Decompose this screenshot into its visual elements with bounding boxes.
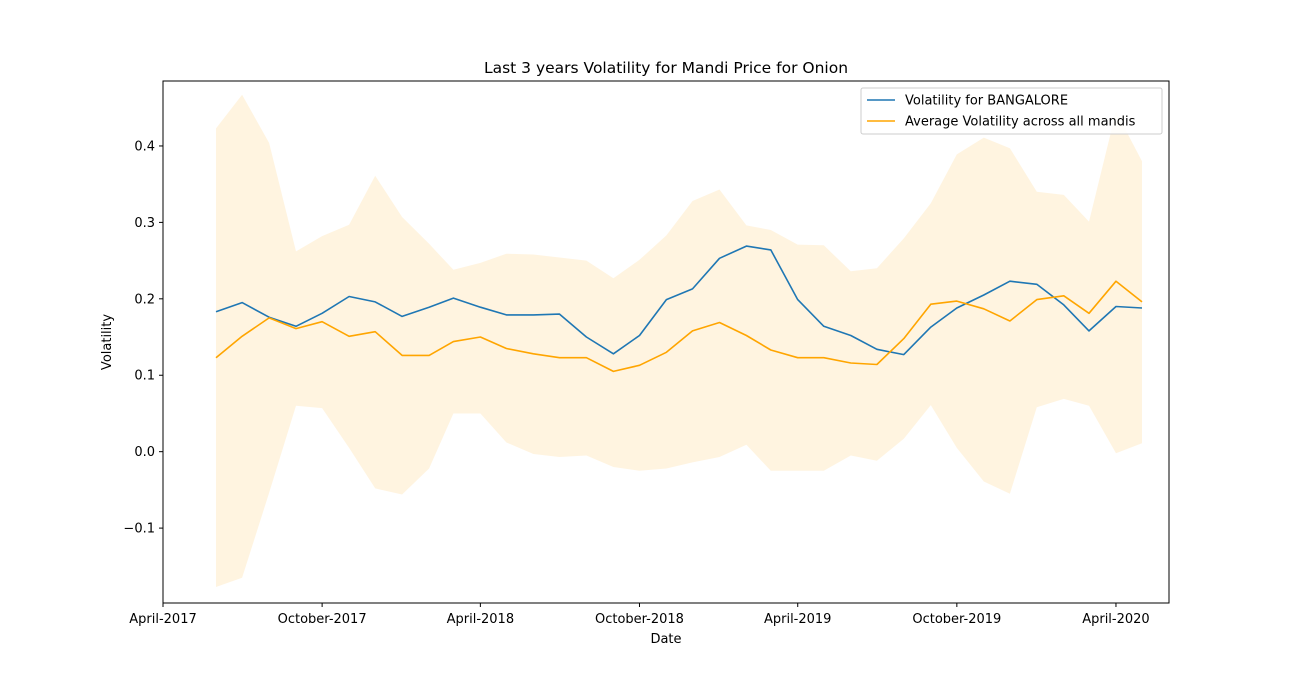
legend-box — [860, 87, 1163, 135]
plot-frame — [162, 80, 1170, 604]
x-tick-label-0: April-2017 — [129, 612, 197, 627]
y-tick-label-1: 0.0 — [134, 445, 155, 460]
x-tick-label-1: October-2017 — [278, 612, 367, 627]
y-tick-label-4: 0.3 — [134, 216, 155, 231]
x-axis-title: Date — [650, 632, 681, 647]
series-0-line — [215, 245, 1143, 356]
x-tick-label-5: October-2019 — [912, 612, 1001, 627]
y-tick-label-5: 0.4 — [134, 139, 155, 154]
y-axis: −0.1 0.0 0.1 0.2 0.3 0.4 — [123, 139, 163, 537]
chart-title: Last 3 years Volatility for Mandi Price … — [484, 59, 848, 77]
y-tick-label-0: −0.1 — [123, 522, 155, 537]
y-tick-label-2: 0.1 — [134, 369, 155, 384]
series-lines-layer — [215, 245, 1143, 373]
legend-label-0: Volatility for BANGALORE — [905, 94, 1068, 109]
x-tick-label-6: April-2020 — [1082, 612, 1150, 627]
x-tick-label-4: April-2019 — [764, 612, 832, 627]
y-axis-title: Volatility — [100, 314, 115, 370]
series-1-band — [216, 94, 1142, 588]
y-tick-label-3: 0.2 — [134, 292, 155, 307]
x-tick-label-2: April-2018 — [447, 612, 515, 627]
x-axis: April-2017 October-2017 April-2018 October-… — [129, 603, 1150, 627]
x-tick-label-3: October-2018 — [595, 612, 684, 627]
volatility-band-layer — [216, 94, 1142, 588]
legend: Volatility for BANGALORE Average Volatil… — [860, 87, 1163, 135]
series-1-line — [215, 280, 1143, 373]
legend-label-1: Average Volatility across all mandis — [905, 115, 1136, 130]
